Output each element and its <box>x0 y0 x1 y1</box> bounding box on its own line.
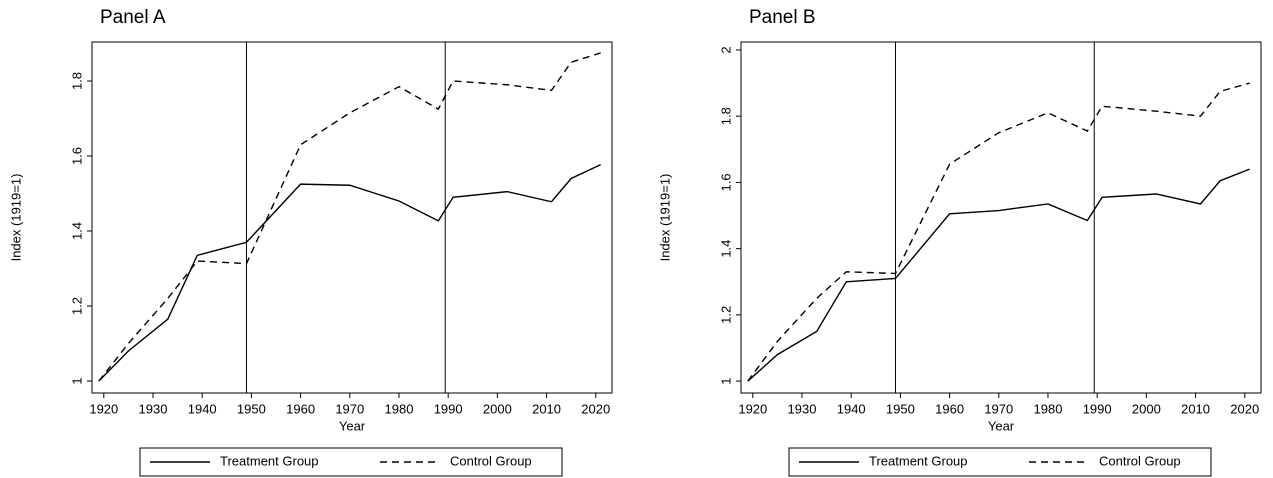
x-tick-label: 1960 <box>286 401 315 416</box>
x-tick-label: 1980 <box>385 401 414 416</box>
x-tick-label: 1930 <box>139 401 168 416</box>
plot-frame <box>91 41 613 394</box>
x-tick-label: 1940 <box>188 401 217 416</box>
y-axis-label: Index (1919=1) <box>657 174 672 262</box>
x-tick-label: 1990 <box>1083 401 1112 416</box>
y-tick-label: 1 <box>718 377 733 384</box>
legend-box <box>788 447 1212 477</box>
y-tick-label: 1.8 <box>718 107 733 125</box>
y-tick-label: 1.6 <box>718 173 733 191</box>
y-tick-label: 1.6 <box>69 147 84 165</box>
x-tick-label: 1980 <box>1034 401 1063 416</box>
legend-label: Control Group <box>450 453 532 468</box>
x-tick-label: 1920 <box>89 401 118 416</box>
series-line <box>98 163 601 382</box>
x-tick-label: 1960 <box>935 401 964 416</box>
legend-label: Control Group <box>1099 453 1181 468</box>
x-tick-label: 2020 <box>581 401 610 416</box>
x-tick-label: 1930 <box>788 401 817 416</box>
x-tick-label: 1990 <box>434 401 463 416</box>
x-tick-label: 1950 <box>886 401 915 416</box>
y-tick-label: 1.4 <box>69 222 84 240</box>
legend-label: Treatment Group <box>220 453 319 468</box>
legend-box <box>139 447 563 477</box>
x-tick-label: 1970 <box>335 401 364 416</box>
series-line <box>98 52 601 382</box>
x-tick-label: 2010 <box>1181 401 1210 416</box>
x-tick-label: 2020 <box>1230 401 1259 416</box>
y-tick-label: 1 <box>69 377 84 384</box>
x-tick-label: 1920 <box>738 401 767 416</box>
legend-label: Treatment Group <box>869 453 968 468</box>
y-tick-label: 1.8 <box>69 72 84 90</box>
x-tick-label: 1940 <box>837 401 866 416</box>
y-tick-label: 1.2 <box>718 306 733 324</box>
chart-title: Panel B <box>749 7 816 28</box>
x-tick-label: 1950 <box>237 401 266 416</box>
series-line <box>747 82 1250 382</box>
x-axis-label: Year <box>339 418 366 433</box>
y-tick-label: 2 <box>718 46 733 53</box>
y-axis-label: Index (1919=1) <box>8 174 23 262</box>
plot-frame <box>740 41 1262 394</box>
x-tick-label: 1970 <box>984 401 1013 416</box>
x-axis-label: Year <box>988 418 1015 433</box>
x-tick-label: 2010 <box>532 401 561 416</box>
y-tick-label: 1.4 <box>718 240 733 258</box>
y-tick-label: 1.2 <box>69 297 84 315</box>
series-line <box>747 168 1250 382</box>
chart-title: Panel A <box>100 7 166 28</box>
x-tick-label: 2000 <box>1132 401 1161 416</box>
x-tick-label: 2000 <box>483 401 512 416</box>
